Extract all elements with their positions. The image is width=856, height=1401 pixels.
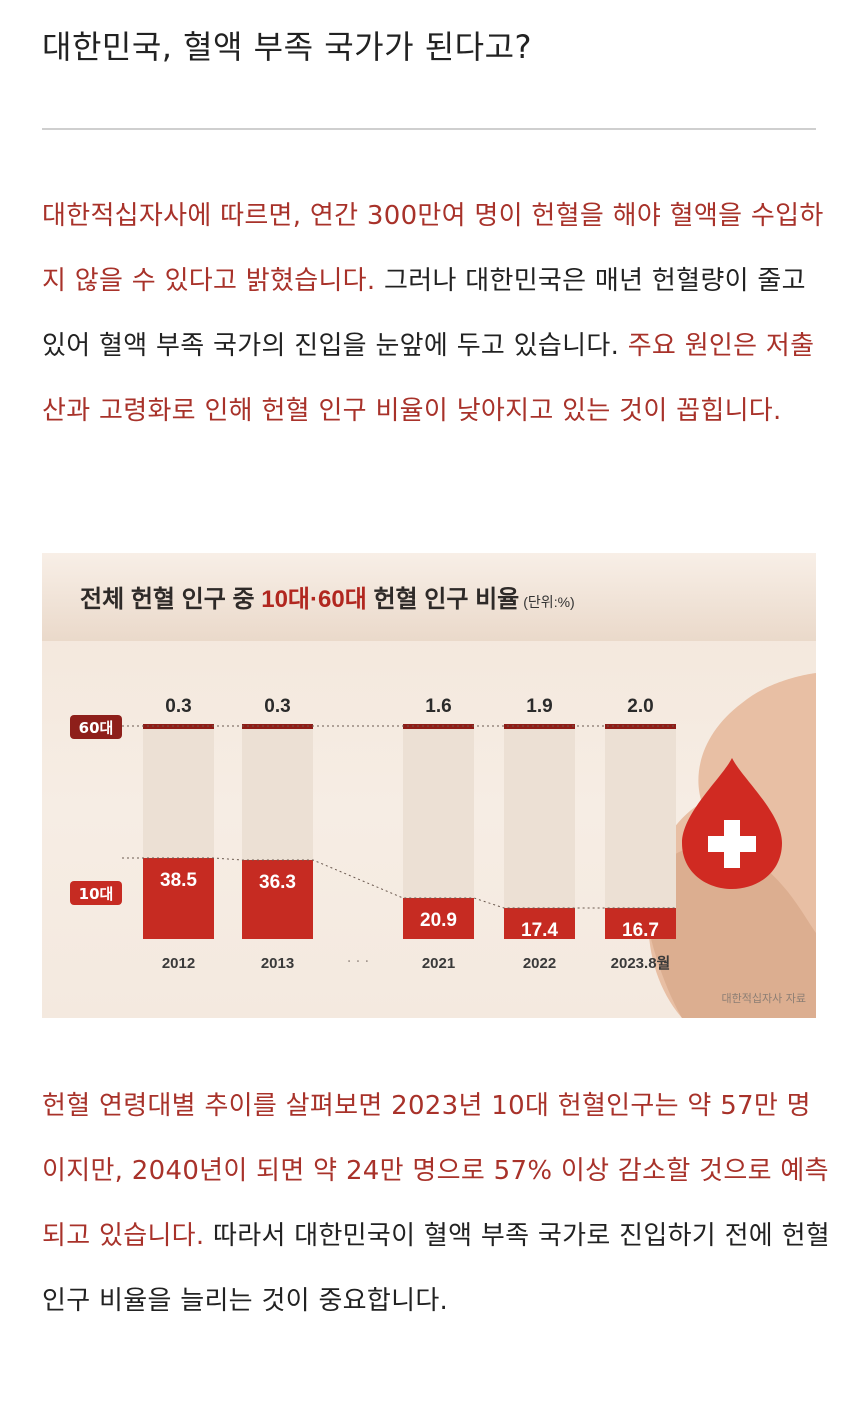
page-title: 대한민국, 혈액 부족 국가가 된다고? (42, 28, 533, 66)
value-label-60s: 0.3 (264, 696, 290, 717)
highlight-text: 주요 원인은 저출산과 고령화로 인해 헌혈 인구 비율이 낮아지고 있는 것이… (42, 331, 815, 426)
x-tick-label: 2012 (162, 955, 195, 972)
series-label-bg (70, 715, 122, 739)
bar-10s (605, 908, 676, 939)
bar-10s (403, 898, 474, 939)
highlight-text: 대한적십자사에 따르면, 연간 300만여 명이 헌혈을 해야 혈액을 수입하지… (42, 201, 824, 296)
source-credit: 대한적십자사 자료 (721, 992, 806, 1005)
value-label-10s: 17.4 (521, 920, 558, 941)
intro-paragraph: 대한적십자사에 따르면, 연간 300만여 명이 헌혈을 해야 혈액을 수입하지… (42, 184, 832, 444)
bar-10s (504, 908, 575, 939)
chart-title-highlight: 10대·60대 (261, 586, 367, 613)
chart-title: 전체 헌혈 인구 중 10대·60대 헌혈 인구 비율 (단위:%) (80, 579, 575, 614)
trend-paragraph: 헌혈 연령대별 추이를 살펴보면 2023년 10대 헌혈인구는 약 57만 명… (42, 1074, 832, 1334)
value-label-60s: 0.3 (165, 696, 191, 717)
bar-10s (143, 858, 214, 939)
value-label-60s: 1.6 (425, 696, 451, 717)
value-label-10s: 38.5 (160, 870, 197, 891)
x-tick-label: 2022 (523, 955, 556, 972)
value-label-60s: 2.0 (627, 696, 653, 717)
value-label-60s: 1.9 (526, 696, 552, 717)
hands-illustration (642, 673, 816, 1018)
series-label-bg (70, 881, 122, 905)
bar-chart: 0.3 38.5 2012 0.3 36.3 2013 1.6 20.9 2021 1.9 17.4… (70, 673, 816, 1018)
x-tick-label: 2023.8월 (611, 955, 671, 972)
value-label-10s: 16.7 (622, 920, 659, 941)
bar-10s (242, 860, 313, 939)
chart-unit: (단위:%) (523, 594, 575, 610)
gap-marker: · · · (347, 954, 369, 970)
value-label-10s: 20.9 (420, 910, 457, 931)
x-tick-label: 2013 (261, 955, 294, 972)
bar-60s (504, 724, 575, 729)
chart-title-part: 전체 헌혈 인구 중 (80, 586, 262, 613)
chart-title-part: 헌혈 인구 비율 (366, 586, 520, 613)
figure-header (42, 553, 816, 641)
body-text: 그러나 대한민국은 매년 헌혈량이 줄고 있어 혈액 부족 국가의 진입을 눈앞… (42, 266, 806, 361)
x-tick-label: 2021 (422, 955, 455, 972)
cross-icon (708, 836, 756, 852)
highlight-text: 헌혈 연령대별 추이를 살펴보면 2023년 10대 헌혈인구는 약 57만 명… (42, 1091, 829, 1251)
title-divider (42, 128, 816, 130)
infographic-figure: 전체 헌혈 인구 중 10대·60대 헌혈 인구 비율 (단위:%) 0.3 38.… (42, 553, 816, 1018)
body-text: 따라서 대한민국이 혈액 부족 국가로 진입하기 전에 헌혈 인구 비율을 늘리… (42, 1221, 831, 1316)
column-background (504, 726, 575, 939)
series-label-10s: 10대 (79, 885, 114, 903)
value-label-10s: 36.3 (259, 872, 296, 893)
column-background (605, 726, 676, 939)
hand-shape (642, 845, 816, 1018)
series-label-60s: 60대 (79, 719, 114, 737)
bar-60s (605, 724, 676, 729)
